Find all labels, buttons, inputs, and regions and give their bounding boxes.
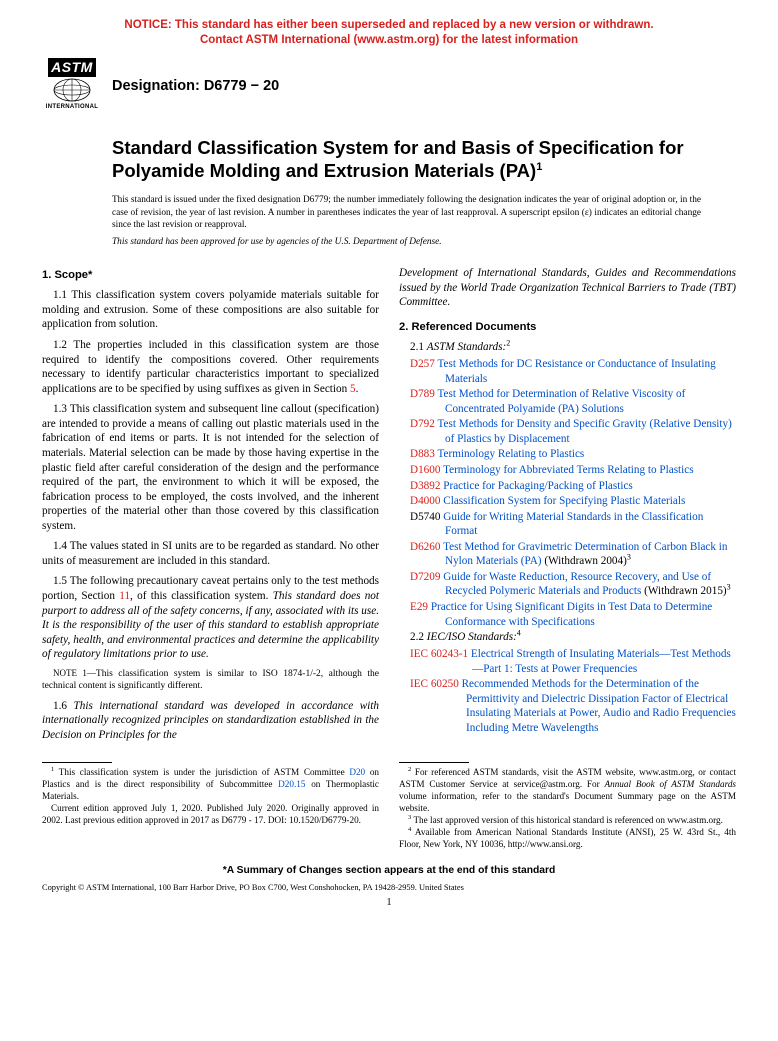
globe-icon: [52, 77, 92, 103]
footnote-rule: [42, 762, 112, 763]
logo-bottom-text: INTERNATIONAL: [46, 104, 98, 112]
astm-ref-list: D257 Test Methods for DC Resistance or C…: [399, 357, 736, 509]
footnote-1-cont: Current edition approved July 1, 2020. P…: [42, 803, 379, 827]
footnote-2: 2 For referenced ASTM standards, visit t…: [399, 767, 736, 815]
note-1: NOTE 1—This classification system is sim…: [42, 668, 379, 693]
ref-d7209[interactable]: D7209 Guide for Waste Reduction, Resourc…: [410, 570, 736, 599]
committee-d20-link[interactable]: D20: [349, 767, 365, 777]
header-row: ASTM INTERNATIONAL Designation: D6779 − …: [42, 58, 736, 114]
para-1-1: 1.1 This classification system covers po…: [42, 288, 379, 332]
copyright-line: Copyright © ASTM International, 100 Barr…: [42, 883, 736, 894]
subcommittee-d2015-link[interactable]: D20.15: [278, 779, 305, 789]
notice-banner: NOTICE: This standard has either been su…: [42, 18, 736, 48]
notice-line1: NOTICE: This standard has either been su…: [124, 19, 653, 31]
note-1-label: NOTE 1—: [53, 668, 96, 678]
para-1-3: 1.3 This classification system and subse…: [42, 402, 379, 533]
intro-block: This standard is issued under the fixed …: [112, 194, 701, 248]
para-1-4: 1.4 The values stated in SI units are to…: [42, 539, 379, 568]
ref-e29[interactable]: E29 Practice for Using Significant Digit…: [410, 600, 736, 629]
ref-item[interactable]: D1600 Terminology for Abbreviated Terms …: [410, 463, 736, 478]
ref-d6260[interactable]: D6260 Test Method for Gravimetric Determ…: [410, 540, 736, 569]
iec-standards-head: 2.2 IEC/ISO Standards:4: [399, 630, 736, 644]
section-11-link[interactable]: 11: [119, 590, 130, 602]
page-number: 1: [42, 896, 736, 909]
para-1-2: 1.2 The properties included in this clas…: [42, 338, 379, 396]
right-column: Development of International Standards, …: [399, 266, 736, 748]
footnote-4: 4 Available from American National Stand…: [399, 827, 736, 851]
para-1-6: 1.6 This international standard was deve…: [42, 699, 379, 743]
refdocs-heading: 2. Referenced Documents: [399, 320, 736, 334]
intro-para-1: This standard is issued under the fixed …: [112, 194, 701, 232]
ref-item[interactable]: D789 Test Method for Determination of Re…: [410, 387, 736, 416]
footnote-1: 1 This classification system is under th…: [42, 767, 379, 803]
summary-of-changes: *A Summary of Changes section appears at…: [42, 865, 736, 878]
astm-logo: ASTM INTERNATIONAL: [42, 58, 102, 114]
footnote-col-left: 1 This classification system is under th…: [42, 762, 379, 851]
footnotes: 1 This classification system is under th…: [42, 762, 736, 851]
logo-top-text: ASTM: [48, 58, 96, 78]
para-1-5: 1.5 The following precautionary caveat p…: [42, 574, 379, 661]
footnote-col-right: 2 For referenced ASTM standards, visit t…: [399, 762, 736, 851]
para-1-6-cont: Development of International Standards, …: [399, 266, 736, 310]
footnote-rule-right: [399, 762, 469, 763]
notice-line2: Contact ASTM International (www.astm.org…: [200, 34, 578, 46]
ref-iec-60250[interactable]: IEC 60250 Recommended Methods for the De…: [410, 677, 736, 735]
ref-item[interactable]: D3892 Practice for Packaging/Packing of …: [410, 479, 736, 494]
standard-title: Standard Classification System for and B…: [112, 136, 736, 182]
two-column-body: 1. Scope* 1.1 This classification system…: [42, 266, 736, 748]
ref-item[interactable]: D792 Test Methods for Density and Specif…: [410, 417, 736, 446]
ref-d5740[interactable]: D5740 Guide for Writing Material Standar…: [410, 510, 736, 539]
ref-item[interactable]: D4000 Classification System for Specifyi…: [410, 494, 736, 509]
ref-item[interactable]: D883 Terminology Relating to Plastics: [410, 447, 736, 462]
ref-iec-60243-1[interactable]: IEC 60243-1 Electrical Strength of Insul…: [410, 647, 736, 676]
scope-heading: 1. Scope*: [42, 268, 379, 282]
left-column: 1. Scope* 1.1 This classification system…: [42, 266, 379, 748]
footnote-3: 3 The last approved version of this hist…: [399, 815, 736, 827]
astm-standards-head: 2.1 ASTM Standards:2: [399, 340, 736, 354]
ref-item[interactable]: D257 Test Methods for DC Resistance or C…: [410, 357, 736, 386]
intro-para-2: This standard has been approved for use …: [112, 236, 701, 249]
designation-text: Designation: D6779 − 20: [112, 77, 279, 95]
